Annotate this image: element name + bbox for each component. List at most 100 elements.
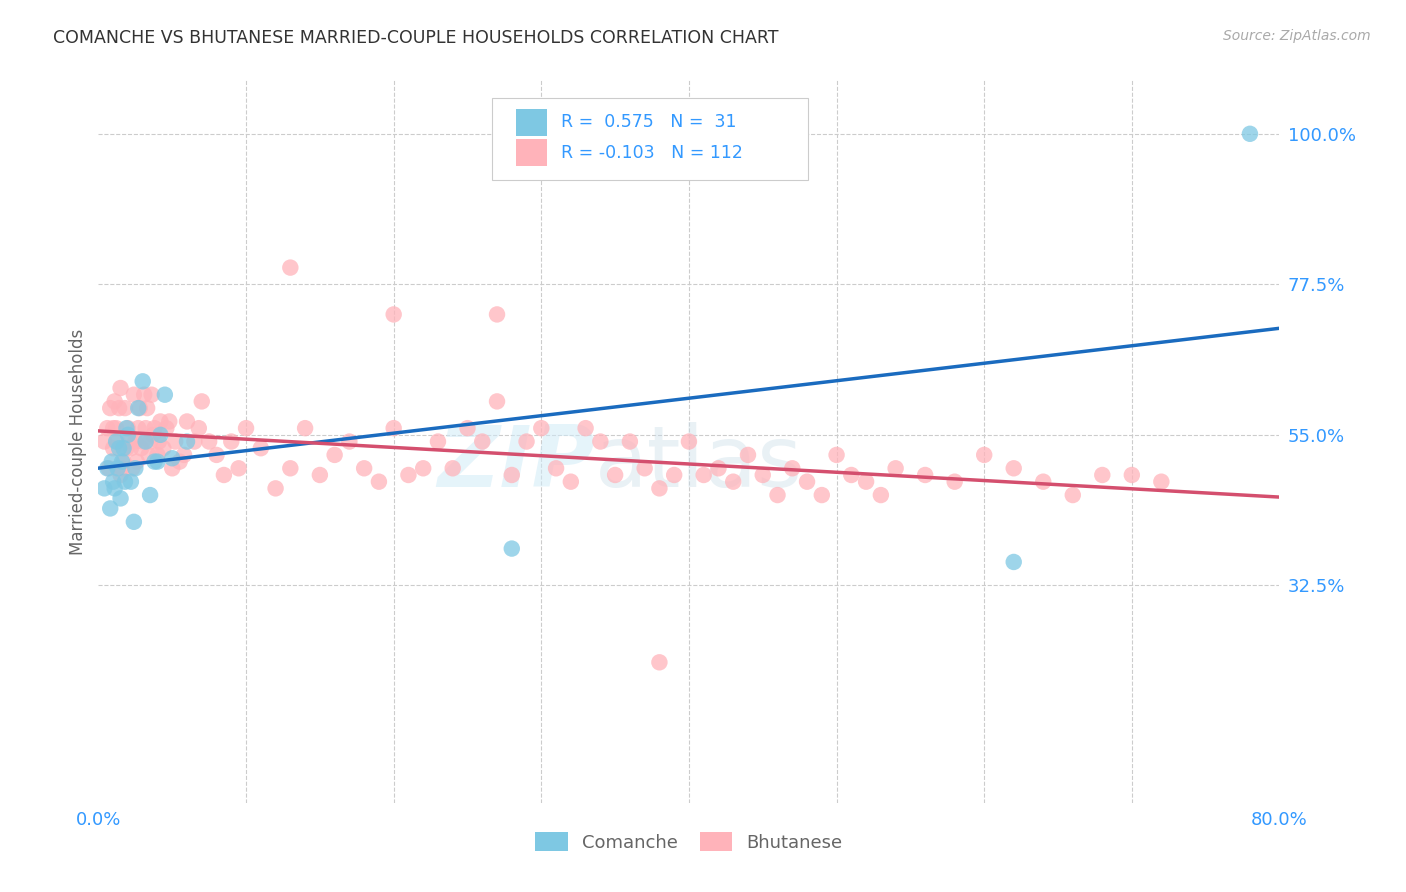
Point — [1002, 461, 1025, 475]
Point — [205, 448, 228, 462]
Point — [105, 434, 128, 449]
Text: ZIP: ZIP — [437, 422, 595, 505]
Point — [309, 467, 332, 482]
Point — [122, 515, 145, 529]
Point — [191, 394, 214, 409]
Point — [134, 387, 156, 401]
Point — [96, 461, 118, 475]
Point — [766, 488, 789, 502]
Point — [162, 451, 183, 466]
Point — [165, 434, 187, 449]
Point — [127, 421, 149, 435]
Point — [752, 467, 775, 482]
Point — [111, 455, 134, 469]
Point — [441, 461, 464, 475]
Point — [870, 488, 893, 502]
Point — [516, 434, 538, 449]
Point — [135, 421, 157, 435]
Point — [1150, 475, 1173, 489]
Point — [98, 501, 121, 516]
Point — [412, 461, 434, 475]
Text: atlas: atlas — [595, 422, 803, 505]
Point — [122, 387, 145, 401]
Legend: Comanche, Bhutanese: Comanche, Bhutanese — [527, 825, 851, 859]
Point — [943, 475, 966, 489]
Point — [104, 482, 127, 496]
Point — [264, 482, 287, 496]
Point — [149, 427, 172, 442]
Point — [810, 488, 832, 502]
Point — [176, 414, 198, 429]
Point — [114, 475, 136, 489]
Point — [118, 434, 141, 449]
Point — [115, 421, 138, 435]
Point — [796, 475, 818, 489]
Point — [398, 467, 420, 482]
Point — [110, 381, 132, 395]
Point — [486, 394, 509, 409]
Point — [142, 427, 165, 442]
Point — [634, 461, 657, 475]
Point — [1062, 488, 1084, 502]
Point — [98, 401, 121, 416]
Point — [103, 475, 125, 489]
Point — [112, 455, 135, 469]
Point — [546, 461, 568, 475]
Point — [96, 421, 118, 435]
Point — [121, 461, 143, 475]
Point — [884, 461, 907, 475]
Point — [124, 461, 146, 475]
Point — [280, 461, 302, 475]
Point — [1002, 555, 1025, 569]
Point — [737, 448, 759, 462]
Point — [107, 434, 129, 449]
Point — [678, 434, 700, 449]
Point — [136, 401, 159, 416]
Point — [100, 455, 122, 469]
Point — [141, 387, 163, 401]
Point — [120, 442, 142, 455]
Text: R =  0.575   N =  31: R = 0.575 N = 31 — [561, 113, 737, 131]
Point — [108, 442, 131, 455]
Point — [648, 482, 671, 496]
Point — [294, 421, 316, 435]
Point — [914, 467, 936, 482]
Point — [486, 307, 509, 322]
Point — [103, 442, 125, 455]
Point — [825, 448, 848, 462]
Y-axis label: Married-couple Households: Married-couple Households — [69, 328, 87, 555]
Point — [124, 434, 146, 449]
Point — [93, 482, 115, 496]
Point — [132, 375, 155, 389]
Text: COMANCHE VS BHUTANESE MARRIED-COUPLE HOUSEHOLDS CORRELATION CHART: COMANCHE VS BHUTANESE MARRIED-COUPLE HOU… — [53, 29, 779, 46]
Point — [105, 421, 128, 435]
Point — [187, 421, 209, 435]
Point — [1032, 475, 1054, 489]
Point — [148, 434, 170, 449]
Point — [707, 461, 730, 475]
Point — [530, 421, 553, 435]
Point — [212, 467, 235, 482]
Point — [382, 421, 405, 435]
Point — [560, 475, 582, 489]
Point — [723, 475, 745, 489]
Point — [146, 455, 169, 469]
Point — [125, 455, 148, 469]
Point — [169, 455, 191, 469]
Point — [93, 434, 115, 449]
Point — [108, 401, 131, 416]
Point — [382, 307, 405, 322]
Point — [250, 442, 273, 455]
Point — [120, 475, 142, 489]
Point — [693, 467, 716, 482]
Point — [146, 448, 169, 462]
Point — [117, 421, 139, 435]
Point — [129, 442, 152, 455]
Point — [104, 394, 127, 409]
Point — [112, 442, 135, 455]
Point — [114, 401, 136, 416]
Point — [427, 434, 450, 449]
Point — [664, 467, 686, 482]
Point — [127, 401, 149, 416]
Point — [97, 461, 120, 475]
